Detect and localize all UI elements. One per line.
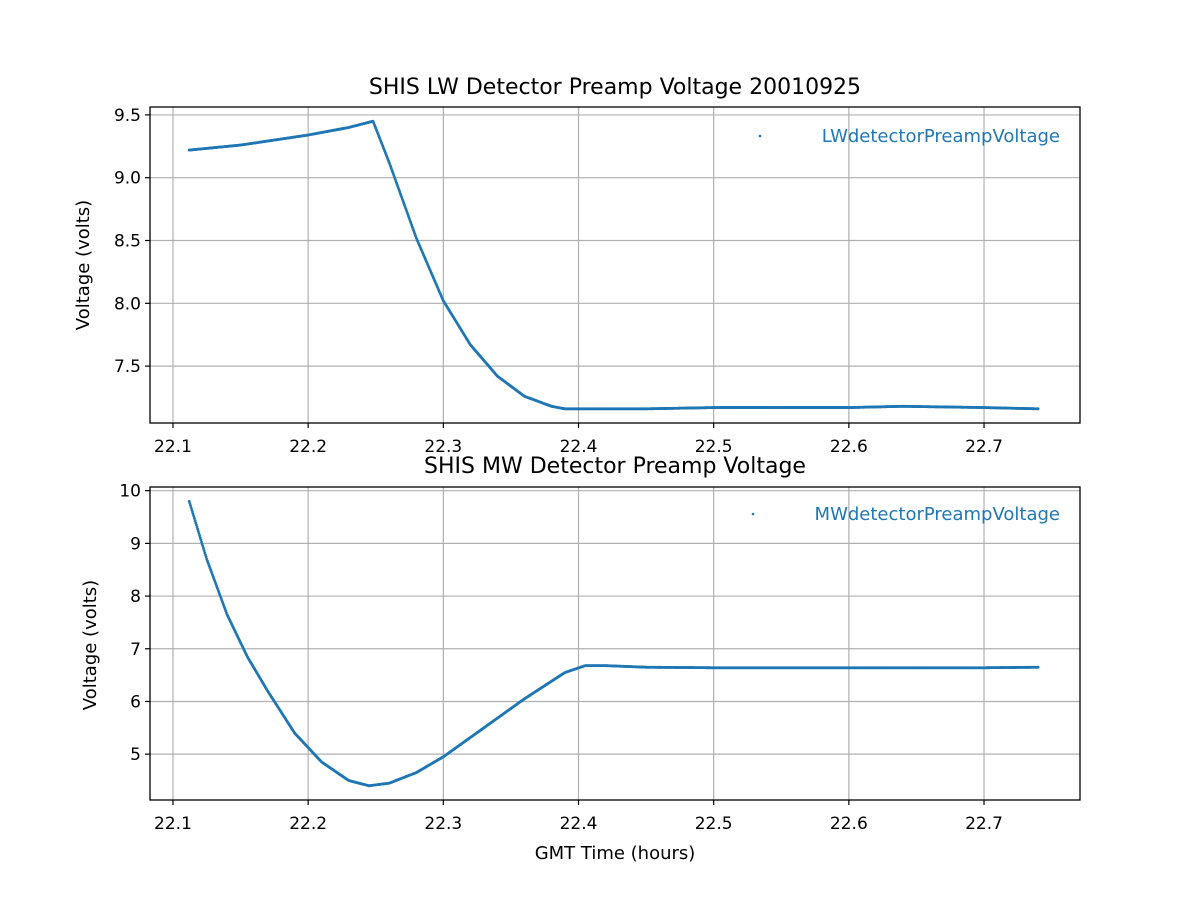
mw-legend-label: MWdetectorPreampVoltage (815, 504, 1060, 525)
mw-y-tick-label: 10 (119, 482, 141, 502)
mw-x-tick-label: 22.3 (424, 814, 462, 834)
lw-grid (150, 107, 1080, 423)
mw-x-axis-label: GMT Time (hours) (535, 843, 696, 864)
mw-y-tick-label: 5 (130, 745, 141, 765)
mw-data-point (200, 542, 204, 546)
mw-x-tick-label: 22.4 (560, 814, 598, 834)
mw-data-point (190, 508, 194, 512)
mw-data-point (196, 527, 200, 531)
mw-data-point (194, 521, 198, 525)
lw-data-point (1036, 407, 1040, 411)
mw-ticks: 22.1 22.2 22.3 22.4 22.5 22.6 22.7 5 6 7 8 9 10 (119, 482, 1003, 834)
mw-grid (150, 487, 1080, 800)
lw-x-tick-label: 22.4 (560, 437, 598, 457)
mw-data-point (195, 525, 199, 529)
mw-data-point (187, 499, 191, 503)
mw-legend: MWdetectorPreampVoltage (751, 504, 1060, 525)
mw-data-point (1036, 665, 1040, 669)
mw-data-point (202, 549, 206, 552)
mw-x-tick-label: 22.1 (154, 814, 192, 834)
mw-data-point (203, 551, 207, 555)
mw-legend-marker (751, 512, 755, 516)
mw-x-tick-label: 22.6 (830, 814, 868, 834)
mw-data-point (188, 501, 192, 505)
mw-y-tick-label: 8 (130, 587, 141, 607)
mw-data-point (193, 517, 196, 520)
mw-data-point (191, 510, 194, 514)
lw-x-tick-label: 22.3 (424, 437, 462, 457)
mw-plot-frame (149, 486, 1081, 801)
lw-legend-label: LWdetectorPreampVoltage (822, 126, 1060, 147)
mw-x-tick-label: 22.5 (695, 814, 733, 834)
lw-y-tick-label: 9.0 (114, 169, 141, 189)
mw-data-point (196, 529, 200, 533)
mw-y-tick-label: 9 (130, 534, 141, 554)
mw-data-point (204, 555, 208, 559)
lw-y-axis-label: Voltage (volts) (73, 200, 94, 330)
lw-y-tick-label: 8.5 (114, 232, 141, 252)
mw-data-point (200, 540, 203, 544)
mw-data-points (187, 499, 1040, 788)
mw-y-tick-label: 6 (130, 692, 141, 712)
mw-data-point (198, 536, 202, 540)
mw-data-point (191, 512, 195, 516)
mw-data-point (193, 519, 197, 522)
mw-data-point (198, 534, 202, 537)
lw-x-tick-label: 22.2 (289, 437, 327, 457)
mw-chart-title: SHIS MW Detector Preamp Voltage (424, 454, 806, 479)
lw-y-tick-label: 9.5 (114, 106, 141, 126)
lw-chart-title: SHIS LW Detector Preamp Voltage 20010925 (369, 75, 861, 100)
lw-x-tick-label: 22.7 (965, 437, 1003, 457)
lw-legend-marker (758, 134, 762, 138)
lw-plot-frame (149, 106, 1081, 424)
lw-data-points (187, 119, 1040, 411)
lw-y-tick-label: 8.0 (114, 294, 141, 314)
lw-x-tick-label: 22.1 (154, 437, 192, 457)
mw-data-point (189, 506, 193, 510)
mw-data-point (199, 538, 203, 542)
mw-data-point (189, 504, 192, 507)
lw-legend: LWdetectorPreampVoltage (758, 126, 1060, 147)
lw-x-tick-label: 22.5 (695, 437, 733, 457)
mw-y-tick-label: 7 (130, 640, 141, 660)
mw-data-point (194, 523, 198, 527)
mw-x-tick-label: 22.7 (965, 814, 1003, 834)
lw-ticks: 22.1 22.2 22.3 22.4 22.5 22.6 22.7 7.5 8.0 8.5 9.0… (114, 106, 1003, 457)
mw-y-axis-label: Voltage (volts) (80, 580, 101, 710)
lw-chart: 22.1 22.2 22.3 22.4 22.5 22.6 22.7 7.5 8.0 8.5 9.0… (73, 75, 1081, 457)
mw-data-point (204, 553, 207, 557)
lw-y-tick-label: 7.5 (114, 357, 141, 377)
mw-data-point (197, 532, 201, 535)
mw-x-tick-label: 22.2 (289, 814, 327, 834)
mw-data-point (202, 547, 205, 550)
mw-chart: 22.1 22.2 22.3 22.4 22.5 22.6 22.7 5 6 7 8 9 10 SHIS… (80, 454, 1081, 864)
lw-x-tick-label: 22.6 (830, 437, 868, 457)
mw-data-point (192, 514, 196, 518)
mw-data-point (201, 544, 205, 548)
